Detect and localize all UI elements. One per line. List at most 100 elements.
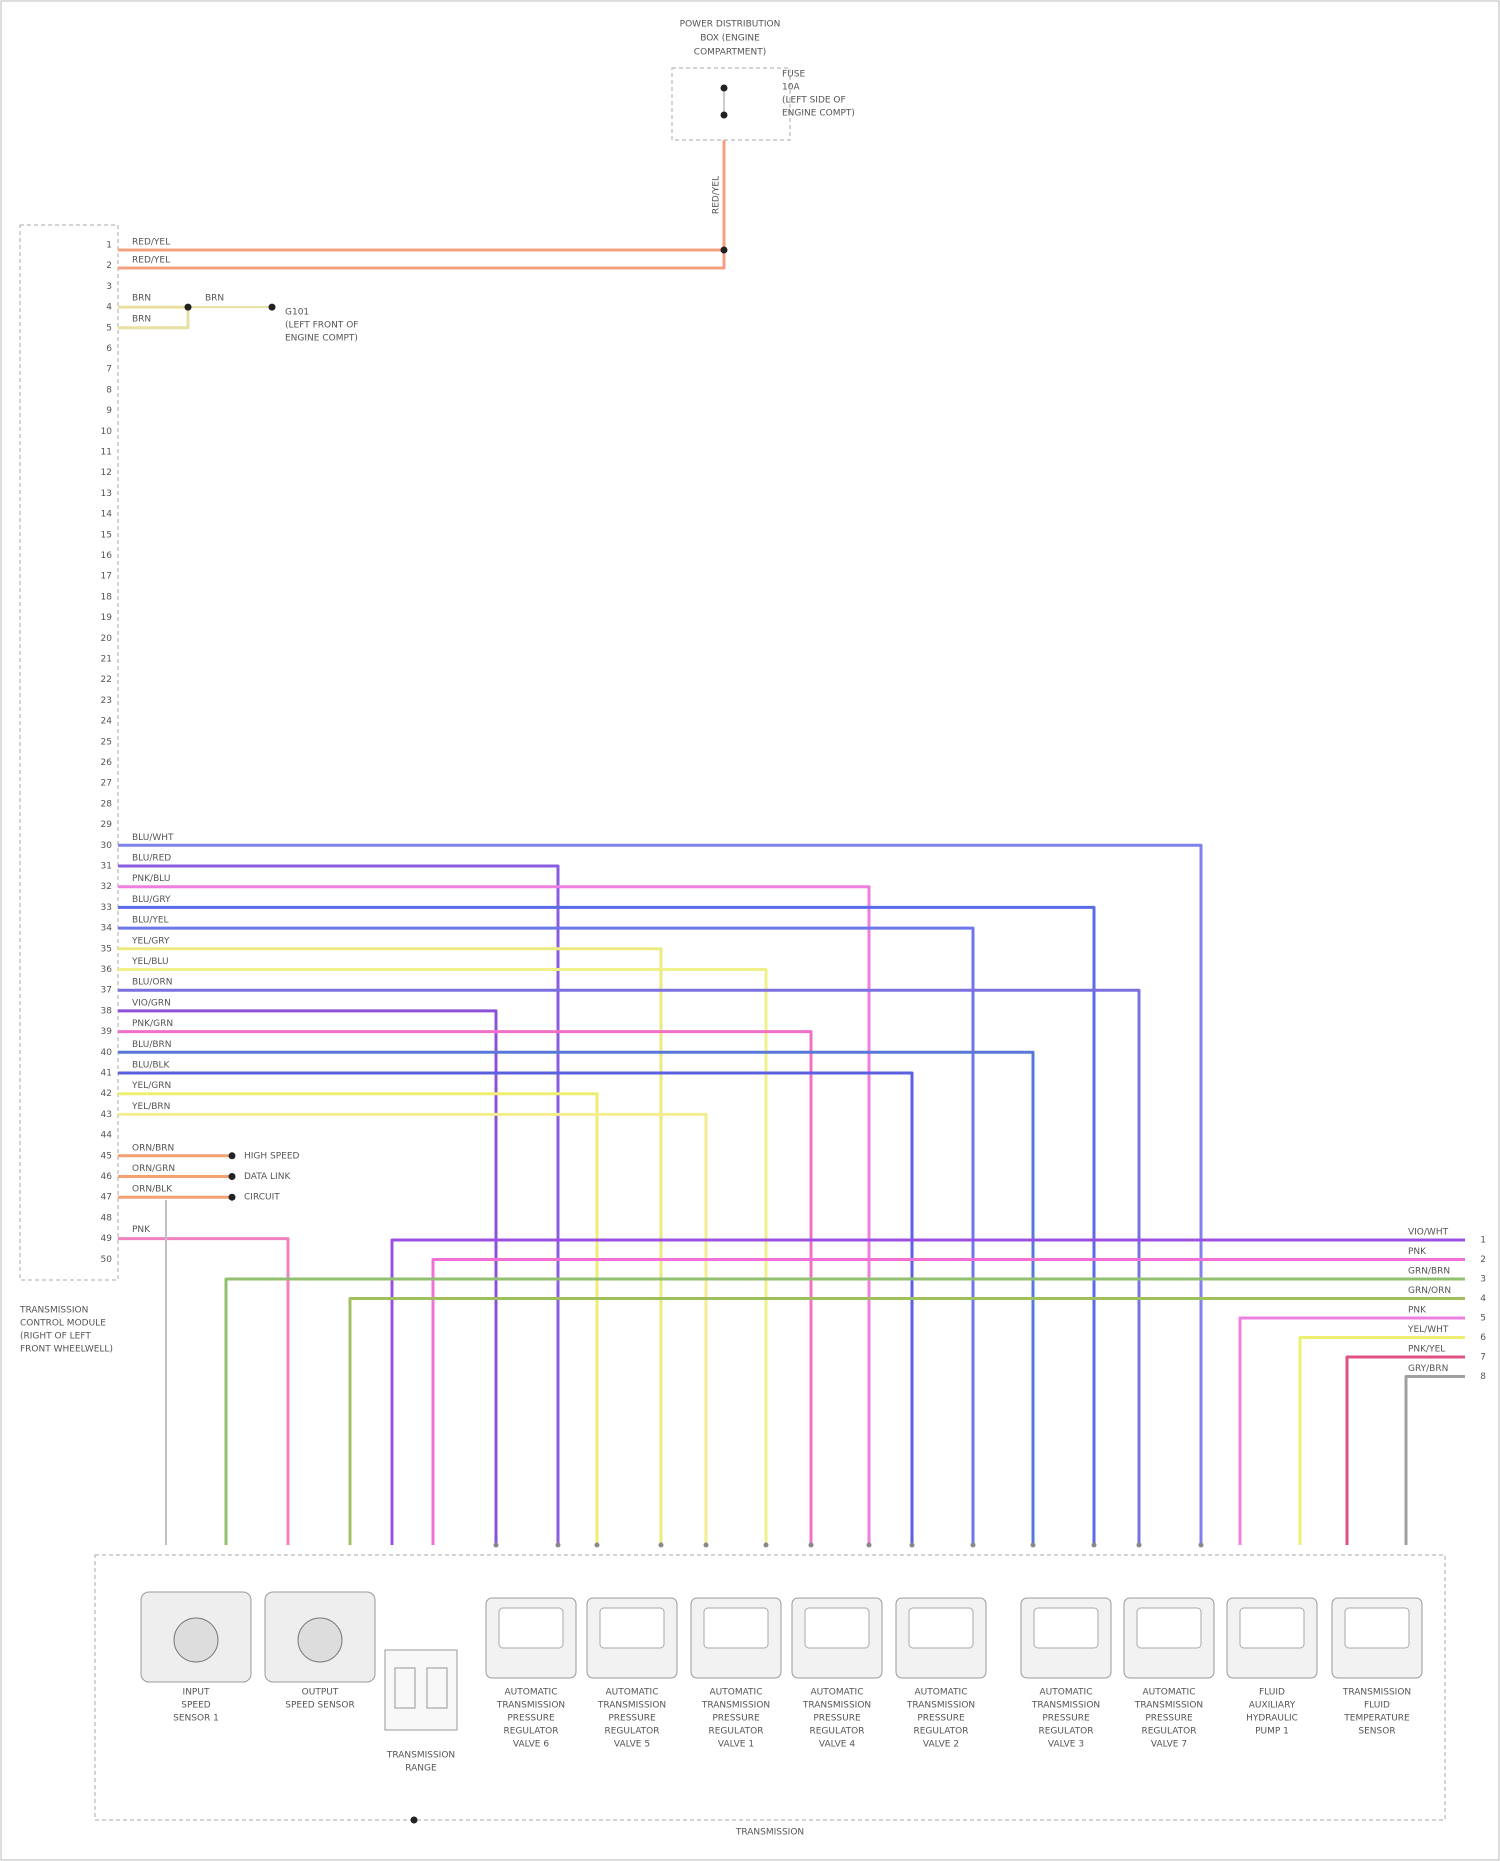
harness-label: VIO/WHT	[1408, 1228, 1449, 1238]
wire	[118, 926, 975, 1545]
component-label: REGULATOR	[1038, 1727, 1093, 1737]
pin-number: 28	[101, 799, 113, 809]
component-label: PRESSURE	[917, 1714, 965, 1724]
wire-label: RED/YEL	[712, 176, 722, 214]
component-label: TRANSMISSION	[496, 1701, 565, 1711]
wire	[118, 305, 190, 330]
valve-face	[1136, 1607, 1202, 1649]
power-box-title: BOX (ENGINE	[700, 34, 760, 44]
wire	[118, 140, 726, 252]
pin-number: 5	[106, 323, 112, 333]
pin-number: 18	[101, 592, 113, 602]
power-box-title: COMPARTMENT)	[694, 48, 766, 58]
component-label: PRESSURE	[813, 1714, 861, 1724]
pin-number: 4	[106, 303, 112, 313]
wire	[1298, 1336, 1465, 1545]
fuse-label: ENGINE COMPT)	[782, 109, 855, 119]
pin-number: 50	[101, 1255, 113, 1265]
harness-label: GRN/ORN	[1408, 1286, 1451, 1296]
pin-number: 45	[101, 1151, 112, 1161]
sensor-face	[173, 1617, 219, 1663]
wire-label: ORN/BLK	[132, 1185, 173, 1195]
wire	[431, 1258, 1465, 1545]
pin-number: 24	[101, 717, 113, 727]
component-label: PRESSURE	[507, 1714, 555, 1724]
terminal	[970, 1542, 976, 1548]
terminal	[1030, 1542, 1036, 1548]
harness-pin: 4	[1480, 1294, 1486, 1304]
wire	[118, 947, 663, 1545]
power-box	[671, 67, 791, 141]
pin-number: 8	[106, 385, 112, 395]
pin-number: 6	[106, 344, 112, 354]
terminal	[909, 1542, 915, 1548]
harness-pin: 6	[1480, 1333, 1486, 1343]
pin-number: 27	[101, 779, 112, 789]
pin-number: 40	[101, 1048, 113, 1058]
valve-face	[599, 1607, 665, 1649]
component-label: FLUID	[1364, 1701, 1390, 1711]
component-label: SPEED	[181, 1701, 211, 1711]
component-label: REGULATOR	[913, 1727, 968, 1737]
component-label: VALVE 2	[923, 1740, 959, 1750]
component-label: TEMPERATURE	[1343, 1714, 1410, 1724]
wire-label: VIO/GRN	[132, 998, 171, 1008]
pin-number: 49	[101, 1234, 113, 1244]
transmission-box	[94, 1554, 1446, 1821]
pin-number: 15	[101, 530, 112, 540]
harness-label: PNK	[1408, 1306, 1427, 1316]
pin-number: 42	[101, 1089, 112, 1099]
wire-label: ORN/BRN	[132, 1143, 174, 1153]
pin-number: 36	[101, 965, 113, 975]
component-label: TRANSMISSION	[906, 1701, 975, 1711]
wire	[1404, 1375, 1465, 1545]
wire-label: YEL/GRN	[131, 1081, 171, 1091]
component-label: SENSOR	[1358, 1727, 1395, 1737]
wire-label: YEL/BLU	[131, 957, 169, 967]
splice	[228, 1193, 236, 1201]
wire-label: BLU/BRN	[132, 1040, 172, 1050]
wire	[118, 968, 768, 1545]
wire-label: PNK/GRN	[132, 1019, 173, 1029]
harness-label: YEL/WHT	[1407, 1325, 1449, 1335]
wire	[118, 1092, 599, 1545]
pin-number: 2	[106, 261, 112, 271]
terminal	[555, 1542, 561, 1548]
ground-label: G101	[285, 308, 309, 318]
component-label: AUTOMATIC	[606, 1688, 659, 1698]
pin-number: 35	[101, 944, 112, 954]
component-label: REGULATOR	[604, 1727, 659, 1737]
pin-number: 32	[101, 882, 112, 892]
valve-face	[1033, 1607, 1099, 1649]
component-label: PRESSURE	[712, 1714, 760, 1724]
component-label: HYDRAULIC	[1246, 1714, 1298, 1724]
pin-number: 21	[101, 655, 112, 665]
wire	[1345, 1355, 1465, 1545]
wire-label: RED/YEL	[132, 256, 170, 266]
harness-pin: 1	[1480, 1236, 1486, 1246]
pin-number: 10	[101, 427, 113, 437]
valve-face	[908, 1607, 974, 1649]
splice	[410, 1816, 418, 1824]
pin-number: 29	[101, 820, 113, 830]
pin-number: 14	[101, 510, 113, 520]
splice	[720, 84, 728, 92]
module-label: FRONT WHEELWELL)	[20, 1345, 113, 1355]
pin-number: 47	[101, 1193, 112, 1203]
pin-number: 37	[101, 986, 112, 996]
pin-number: 9	[106, 406, 112, 416]
can-label: CIRCUIT	[244, 1193, 280, 1203]
terminal	[808, 1542, 814, 1548]
wire	[1238, 1316, 1465, 1545]
splice	[720, 246, 728, 254]
splice	[268, 303, 276, 311]
pin-number: 23	[101, 696, 112, 706]
harness-pin: 2	[1480, 1255, 1486, 1265]
pin-number: 44	[101, 1131, 113, 1141]
component-label: TRANSMISSION	[1342, 1688, 1411, 1698]
wire	[118, 1030, 813, 1545]
fuse-label: (LEFT SIDE OF	[782, 96, 846, 106]
harness-label: GRY/BRN	[1408, 1364, 1448, 1374]
wire-label: PNK	[132, 1225, 151, 1235]
pin-number: 33	[101, 903, 112, 913]
